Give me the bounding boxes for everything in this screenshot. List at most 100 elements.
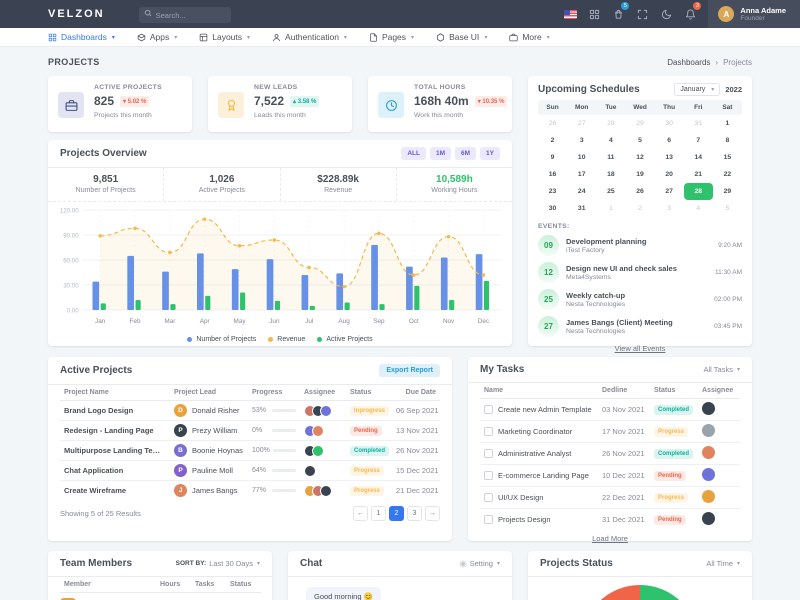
pagination-page-2[interactable]: 2: [389, 506, 404, 521]
legend-item-revenue[interactable]: Revenue: [268, 336, 305, 343]
search-input[interactable]: [138, 7, 231, 24]
calendar-day[interactable]: 26: [636, 188, 644, 195]
calendar-day[interactable]: 27: [665, 188, 673, 195]
chat-settings-dropdown[interactable]: Setting ▾: [459, 559, 500, 568]
range-filter-all[interactable]: ALL: [401, 147, 426, 160]
calendar-day[interactable]: 28: [607, 120, 615, 127]
calendar-day[interactable]: 8: [725, 137, 730, 144]
legend-item-active-projects[interactable]: Active Projects: [317, 336, 373, 343]
range-filter-1m[interactable]: 1M: [429, 147, 452, 160]
pagination-page-3[interactable]: 3: [407, 506, 422, 521]
status-filter-dropdown[interactable]: All Time ▾: [706, 559, 740, 568]
calendar-day[interactable]: 31: [577, 205, 586, 212]
legend-item-number-of-projects[interactable]: Number of Projects: [187, 336, 256, 343]
calendar-day[interactable]: 7: [696, 137, 701, 144]
calendar-day[interactable]: 5: [638, 137, 642, 144]
calendar-day[interactable]: 17: [577, 171, 586, 178]
table-row[interactable]: Redesign - Landing Page P Prezy William 0…: [60, 420, 440, 441]
calendar-day-selected[interactable]: 28: [683, 183, 713, 200]
table-row[interactable]: UI/UX Design 22 Dec 2021 Progress: [480, 486, 740, 509]
calendar-day[interactable]: 24: [577, 188, 586, 195]
task-checkbox[interactable]: [484, 515, 493, 524]
calendar-day[interactable]: 29: [636, 120, 644, 127]
pagination-prev[interactable]: ←: [353, 506, 368, 521]
calendar-day[interactable]: 14: [694, 154, 703, 161]
nav-item-pages[interactable]: Pages ▾: [369, 32, 414, 42]
calendar-day[interactable]: 4: [608, 137, 613, 144]
calendar-day[interactable]: 19: [636, 171, 644, 178]
range-filter-6m[interactable]: 6M: [455, 147, 477, 160]
table-row[interactable]: Chat Application P Pauline Moll 64% Progr…: [60, 460, 440, 481]
table-row[interactable]: Administrative Analyst 26 Nov 2021 Compl…: [480, 442, 740, 465]
event-item[interactable]: 12 Design new UI and check sales Meta4Sys…: [528, 259, 752, 286]
fullscreen-button[interactable]: [630, 0, 654, 28]
load-more-link[interactable]: Load More: [592, 534, 628, 543]
breadcrumb-dashboards[interactable]: Dashboards: [667, 57, 711, 67]
calendar-day[interactable]: 3: [579, 137, 584, 144]
team-member-row[interactable]: Donald Risher: [48, 593, 272, 600]
nav-item-apps[interactable]: Apps ▾: [137, 32, 177, 42]
team-sort-dropdown[interactable]: SORT BY: Last 30 Days ▾: [175, 559, 260, 568]
cart-button[interactable]: 5: [606, 0, 630, 28]
apps-menu-button[interactable]: [582, 0, 606, 28]
table-row[interactable]: Projects Design 31 Dec 2021 Pending: [480, 509, 740, 531]
calendar-day[interactable]: 30: [665, 120, 673, 127]
table-row[interactable]: Brand Logo Design D Donald Risher 53% Inp…: [60, 400, 440, 421]
event-item[interactable]: 27 James Bangs (Client) Meeting Nesta Tec…: [528, 313, 752, 340]
language-flag-button[interactable]: [558, 0, 582, 28]
calendar-day[interactable]: 27: [577, 120, 586, 127]
table-row[interactable]: Create new Admin Template 03 Nov 2021 Co…: [480, 398, 740, 421]
pagination-page-1[interactable]: 1: [371, 506, 386, 521]
nav-item-authentication[interactable]: Authentication ▾: [272, 32, 347, 42]
calendar-day[interactable]: 2: [638, 205, 642, 212]
calendar-day[interactable]: 6: [667, 137, 672, 144]
calendar-day[interactable]: 1: [608, 205, 613, 212]
calendar-day[interactable]: 9: [550, 154, 555, 161]
calendar-day[interactable]: 1: [725, 120, 730, 127]
calendar-day[interactable]: 10: [577, 154, 586, 161]
event-item[interactable]: 25 Weekly catch-up Nesta Technologies 02:…: [528, 286, 752, 313]
calendar-day[interactable]: 30: [548, 205, 557, 212]
calendar-day[interactable]: 4: [696, 205, 701, 212]
user-menu[interactable]: A Anna Adame Founder: [708, 0, 800, 28]
view-all-events-link[interactable]: View all Events: [614, 344, 666, 353]
task-checkbox[interactable]: [484, 449, 493, 458]
dark-mode-button[interactable]: [654, 0, 678, 28]
nav-item-base-ui[interactable]: Base UI ▾: [436, 32, 487, 42]
tasks-filter-dropdown[interactable]: All Tasks ▾: [703, 365, 740, 374]
month-select[interactable]: January ▾: [674, 83, 721, 96]
calendar-day[interactable]: 15: [723, 154, 732, 161]
calendar-day[interactable]: 16: [548, 171, 557, 178]
table-row[interactable]: Multipurpose Landing Template B Boonie Ho…: [60, 440, 440, 461]
calendar-day[interactable]: 13: [665, 154, 673, 161]
calendar-day[interactable]: 12: [636, 154, 644, 161]
calendar-day[interactable]: 5: [725, 205, 730, 212]
calendar-day[interactable]: 2: [550, 137, 555, 144]
calendar-day[interactable]: 23: [548, 188, 557, 195]
nav-item-more[interactable]: More ▾: [509, 32, 550, 42]
task-checkbox[interactable]: [484, 427, 493, 436]
table-row[interactable]: Marketing Coordinator 17 Nov 2021 Progre…: [480, 420, 740, 443]
calendar-day[interactable]: 3: [667, 205, 672, 212]
table-row[interactable]: E-commerce Landing Page 10 Dec 2021 Pend…: [480, 464, 740, 487]
task-checkbox[interactable]: [484, 405, 493, 414]
table-row[interactable]: Create Wireframe J James Bangs 77% Progre…: [64, 484, 439, 497]
calendar-day[interactable]: 11: [607, 154, 615, 161]
calendar-day[interactable]: 22: [723, 171, 732, 178]
brand-logo[interactable]: VELZON: [48, 8, 105, 20]
export-report-button[interactable]: Export Report: [379, 364, 440, 377]
notifications-button[interactable]: 3: [678, 0, 702, 28]
nav-item-layouts[interactable]: Layouts ▾: [199, 32, 250, 42]
calendar-day[interactable]: 29: [723, 188, 732, 195]
task-checkbox[interactable]: [484, 493, 493, 502]
calendar-day[interactable]: 21: [694, 171, 703, 178]
nav-item-dashboards[interactable]: Dashboards ▾: [48, 32, 115, 42]
calendar-day[interactable]: 26: [548, 120, 557, 127]
calendar-day[interactable]: 18: [607, 171, 615, 178]
calendar-day[interactable]: 20: [665, 171, 673, 178]
pagination-next[interactable]: →: [425, 506, 440, 521]
calendar-day[interactable]: 25: [607, 188, 615, 195]
range-filter-1y[interactable]: 1Y: [480, 147, 500, 160]
calendar-day[interactable]: 31: [694, 120, 703, 127]
event-item[interactable]: 09 Development planning iTest Factory 9:2…: [528, 232, 752, 259]
